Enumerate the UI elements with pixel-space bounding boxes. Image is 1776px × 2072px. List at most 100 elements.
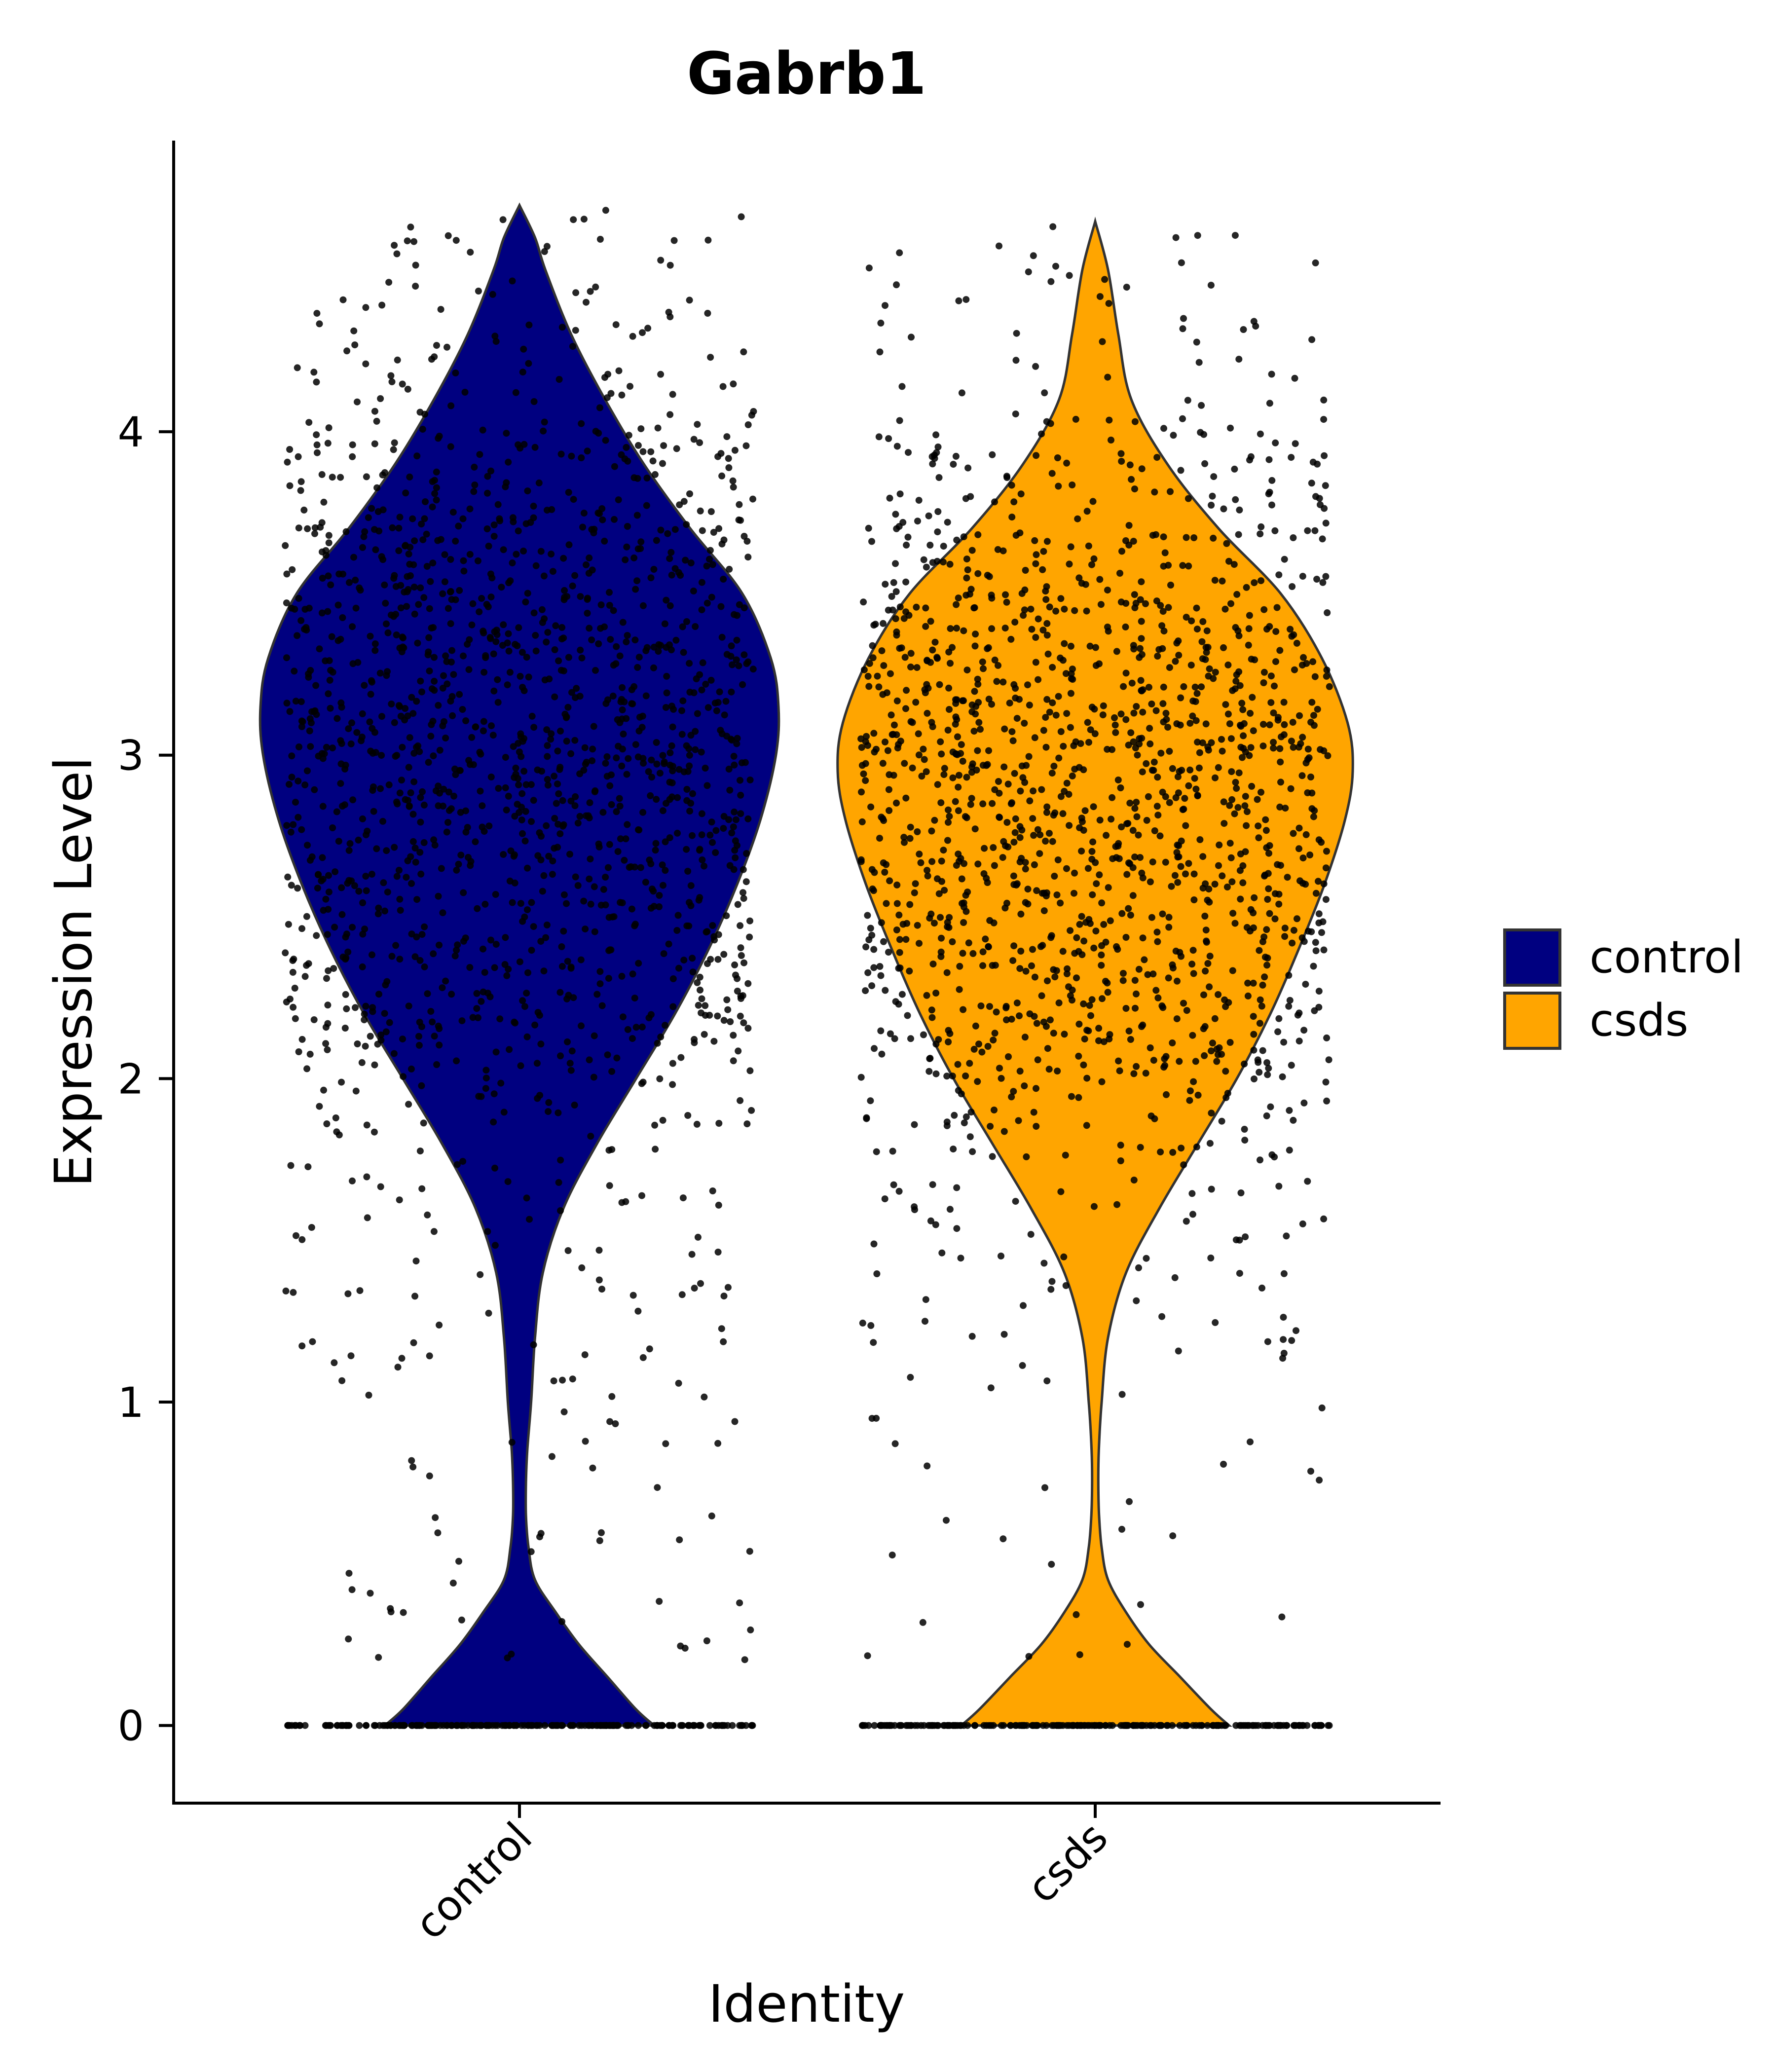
data-point	[1149, 970, 1157, 978]
data-point	[1088, 848, 1096, 855]
data-point	[1045, 830, 1053, 837]
data-point	[563, 900, 570, 907]
data-point	[932, 1040, 940, 1048]
data-point	[1322, 896, 1330, 903]
data-point	[354, 659, 362, 666]
data-point	[338, 1078, 345, 1086]
data-point	[904, 1012, 911, 1019]
data-point	[520, 768, 528, 775]
data-point	[575, 1722, 583, 1729]
data-point	[478, 998, 485, 1005]
data-point	[1215, 764, 1222, 771]
data-point	[1057, 595, 1065, 602]
data-point	[698, 686, 705, 694]
data-point	[491, 333, 499, 340]
data-point	[388, 953, 396, 960]
data-point	[946, 813, 953, 820]
data-point	[938, 878, 945, 885]
data-point	[1241, 1137, 1249, 1144]
data-point	[1265, 456, 1273, 463]
data-point	[1057, 793, 1065, 800]
data-point	[694, 710, 701, 717]
data-point	[1204, 960, 1212, 967]
data-point	[572, 873, 579, 881]
data-point	[1168, 883, 1175, 890]
data-point	[305, 673, 312, 681]
data-point	[306, 727, 313, 735]
data-point	[368, 677, 375, 684]
data-point	[605, 914, 613, 921]
data-point	[1106, 1722, 1113, 1729]
data-point	[974, 747, 981, 754]
data-point	[1283, 1232, 1290, 1240]
data-point	[397, 604, 405, 612]
data-point	[450, 792, 457, 800]
data-point	[565, 541, 573, 549]
data-point	[364, 827, 371, 835]
data-point	[1028, 962, 1035, 969]
data-point	[1116, 570, 1123, 577]
data-point	[1260, 679, 1267, 686]
data-point	[876, 348, 884, 356]
data-point	[706, 555, 713, 563]
data-point	[1244, 1722, 1251, 1729]
data-point	[949, 938, 956, 945]
data-point	[956, 962, 963, 970]
data-point	[686, 660, 693, 667]
data-point	[1254, 796, 1261, 803]
data-point	[1322, 482, 1329, 489]
data-point	[1032, 659, 1039, 666]
data-point	[895, 1000, 902, 1008]
data-point	[455, 860, 462, 868]
data-point	[372, 546, 379, 554]
data-point	[1139, 1021, 1147, 1029]
data-point	[958, 1090, 965, 1098]
data-point	[748, 1107, 755, 1114]
data-point	[1288, 632, 1295, 640]
data-point	[1150, 1057, 1157, 1064]
data-point	[561, 710, 569, 718]
data-point	[659, 807, 666, 814]
data-point	[989, 451, 996, 458]
data-point	[310, 369, 318, 376]
data-point	[1272, 628, 1280, 635]
data-point	[1322, 864, 1330, 872]
data-point	[381, 907, 388, 915]
data-point	[527, 519, 534, 526]
data-point	[1196, 749, 1203, 756]
data-point	[950, 1146, 957, 1153]
data-point	[988, 625, 996, 632]
data-point	[480, 727, 487, 735]
data-point	[294, 885, 301, 892]
data-point	[1090, 944, 1098, 952]
data-point	[1048, 1560, 1055, 1568]
data-point	[557, 666, 565, 674]
data-point	[962, 891, 969, 899]
data-point	[414, 742, 422, 749]
data-point	[1030, 1109, 1037, 1116]
data-point	[350, 327, 358, 334]
data-point	[1127, 912, 1134, 919]
data-point	[557, 1156, 564, 1164]
data-point	[955, 783, 962, 791]
data-point	[1304, 789, 1311, 796]
data-point	[972, 630, 979, 638]
data-point	[527, 781, 535, 788]
data-point	[928, 858, 936, 865]
data-point	[343, 930, 350, 938]
data-point	[524, 487, 531, 495]
data-point	[1062, 670, 1070, 677]
data-point	[548, 551, 555, 558]
data-point	[678, 1291, 686, 1298]
data-point	[934, 528, 941, 536]
data-point	[1287, 785, 1295, 792]
data-point	[1235, 356, 1243, 363]
data-point	[488, 574, 496, 582]
data-point	[1101, 276, 1109, 283]
data-point	[737, 777, 743, 784]
data-point	[1257, 530, 1264, 538]
data-point	[418, 520, 425, 528]
data-point	[1250, 979, 1257, 987]
data-point	[1131, 485, 1138, 493]
data-point	[305, 960, 312, 967]
